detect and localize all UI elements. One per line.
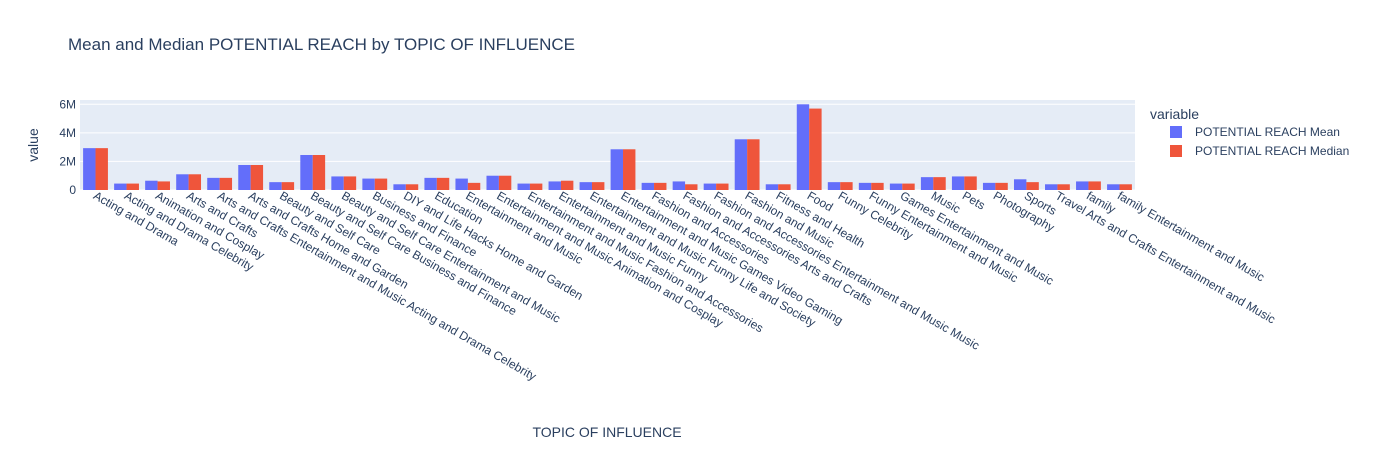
bar bbox=[548, 181, 561, 190]
bar bbox=[747, 139, 760, 190]
bar bbox=[858, 182, 872, 190]
bar bbox=[591, 182, 605, 190]
bar bbox=[579, 182, 592, 190]
bar bbox=[207, 177, 220, 190]
bar bbox=[281, 182, 295, 190]
bar bbox=[1045, 184, 1058, 190]
bar bbox=[672, 181, 686, 190]
bar bbox=[1057, 184, 1070, 190]
bar bbox=[269, 182, 282, 190]
bar bbox=[809, 108, 822, 190]
bar bbox=[405, 184, 419, 190]
chart-title: Mean and Median POTENTIAL REACH by TOPIC… bbox=[68, 35, 575, 54]
bar bbox=[467, 182, 481, 190]
legend-swatch bbox=[1170, 126, 1182, 138]
bar bbox=[1088, 181, 1101, 190]
bar bbox=[1119, 184, 1132, 190]
bar bbox=[610, 149, 624, 190]
bar bbox=[623, 149, 636, 190]
bar bbox=[188, 174, 202, 190]
bar bbox=[889, 183, 903, 190]
bar bbox=[1107, 184, 1120, 190]
bar bbox=[995, 182, 1008, 190]
bar bbox=[145, 180, 158, 190]
y-tick-label: 6M bbox=[59, 97, 76, 111]
bar bbox=[1076, 181, 1089, 190]
bar bbox=[312, 155, 326, 190]
legend-label: POTENTIAL REACH Median bbox=[1195, 144, 1349, 158]
bar bbox=[114, 183, 127, 190]
bar bbox=[933, 177, 946, 190]
y-tick-label: 4M bbox=[59, 126, 76, 140]
bar bbox=[778, 184, 791, 190]
x-tick-label: Travel Arts and Crafts Entertainment and… bbox=[1053, 188, 1278, 326]
bar bbox=[300, 155, 313, 190]
legend-title: variable bbox=[1150, 106, 1199, 122]
bar bbox=[219, 177, 233, 190]
bar bbox=[871, 182, 884, 190]
bar bbox=[250, 165, 264, 190]
bar bbox=[765, 184, 779, 190]
legend-swatch bbox=[1170, 145, 1182, 157]
bar bbox=[343, 176, 357, 190]
bar bbox=[176, 174, 189, 190]
legend-label: POTENTIAL REACH Mean bbox=[1195, 125, 1340, 139]
bar bbox=[486, 175, 499, 190]
bar bbox=[498, 175, 512, 190]
bar bbox=[685, 184, 698, 190]
bar bbox=[827, 182, 841, 190]
bar bbox=[920, 177, 934, 190]
bar bbox=[840, 182, 853, 190]
bar bbox=[331, 176, 344, 190]
bar bbox=[1026, 182, 1039, 190]
bar bbox=[393, 184, 406, 190]
bar bbox=[982, 182, 996, 190]
bar bbox=[424, 177, 437, 190]
bar bbox=[436, 177, 450, 190]
y-tick-label: 0 bbox=[69, 183, 76, 197]
bar bbox=[902, 183, 915, 190]
bar bbox=[455, 178, 468, 190]
bar bbox=[734, 139, 748, 190]
bar bbox=[951, 176, 965, 190]
bar bbox=[796, 104, 810, 190]
bar bbox=[83, 148, 96, 190]
y-tick-label: 2M bbox=[59, 154, 76, 168]
bar bbox=[126, 183, 139, 190]
bar bbox=[716, 183, 729, 190]
bar bbox=[529, 183, 543, 190]
bar bbox=[703, 183, 717, 190]
bar bbox=[95, 148, 108, 190]
bar bbox=[238, 165, 251, 190]
y-axis-title: value bbox=[25, 128, 41, 162]
bar bbox=[641, 182, 655, 190]
bar bbox=[374, 178, 388, 190]
bar bbox=[964, 176, 977, 190]
bar bbox=[362, 178, 375, 190]
x-axis-title: TOPIC OF INFLUENCE bbox=[532, 424, 681, 440]
bar bbox=[157, 181, 170, 190]
bar bbox=[560, 180, 574, 190]
x-tick-label: Pets bbox=[960, 188, 988, 212]
bar bbox=[1013, 179, 1027, 190]
bar bbox=[654, 182, 667, 190]
bar bbox=[517, 183, 530, 190]
